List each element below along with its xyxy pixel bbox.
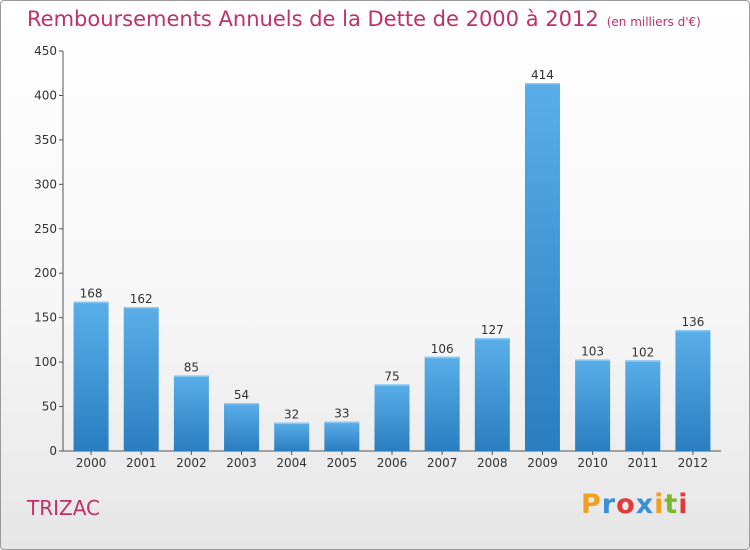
bar-top-edge [625,360,661,362]
data-label: 414 [531,68,554,82]
y-tick-label: 350 [34,133,57,147]
logo-letter: o [616,489,636,520]
y-tick-label: 400 [34,88,57,102]
bar-top-edge [424,356,460,359]
bar-layer: 168 162 85 54 32 33 75 106 127 414 103 102 136 [73,68,711,451]
bar [374,384,410,451]
bar-top-edge [73,301,109,304]
bar-top-edge [575,359,611,361]
commune-name: TRIZAC [27,496,101,520]
logo-letter: r [601,489,617,520]
x-tick-label: 2000 [76,456,107,470]
chart-title: Remboursements Annuels de la Dette de 20… [27,7,701,31]
bar [625,360,661,451]
x-tick-label: 2007 [427,456,458,470]
bar [675,330,711,451]
bar-top-edge [474,338,510,340]
x-tick-label: 2006 [377,456,408,470]
title-unit: (en milliers d'€) [606,15,701,29]
y-tick-label: 200 [34,266,57,280]
proxiti-logo: Proxiti [581,489,691,523]
bar [424,356,460,451]
y-tick-label: 250 [34,222,57,236]
data-label: 103 [581,344,604,358]
data-label: 162 [130,292,153,306]
bar [274,422,310,451]
x-tick-label: 2008 [477,456,508,470]
y-tick-label: 150 [34,311,57,325]
y-tick-label: 0 [49,444,57,458]
title-text: Remboursements Annuels de la Dette de 20… [27,7,599,31]
bar [324,421,360,451]
bar [173,375,209,451]
x-tick-label: 2009 [527,456,558,470]
x-tick-label: 2010 [577,456,608,470]
bar [474,338,510,451]
bar [524,83,560,451]
data-label: 54 [234,388,249,402]
logo-text: Proxiti [581,489,689,520]
bar-top-edge [274,422,310,425]
data-label: 32 [284,408,299,422]
data-label: 33 [334,407,349,421]
data-label: 127 [481,323,504,337]
x-tick-label: 2005 [327,456,358,470]
bar [73,301,109,451]
data-label: 85 [184,360,199,374]
y-tick-label: 450 [34,44,57,58]
logo-letter: P [581,489,602,520]
data-label: 75 [384,369,399,383]
data-label: 106 [431,342,454,356]
data-label: 102 [631,345,654,359]
logo-letter: i [678,489,689,520]
x-tick-label: 2011 [627,456,658,470]
bar-top-edge [524,83,560,85]
bar [575,359,611,451]
data-label: 168 [80,287,103,301]
bar [224,403,260,451]
logo-letter: i [654,489,665,520]
x-tick-label: 2003 [226,456,257,470]
bar [123,307,159,451]
data-label: 136 [681,315,704,329]
x-tick-label: 2002 [176,456,207,470]
bar-top-edge [224,403,260,405]
bar-top-edge [173,375,209,377]
bar-top-edge [675,330,711,332]
y-tick-label: 300 [34,177,57,191]
bar-top-edge [123,307,159,309]
bar-top-edge [374,384,410,386]
x-tick-label: 2001 [126,456,157,470]
axis-layer: 0 50 100 150 200 250 300 350 400 450 2000 2001 2002 2… [34,44,721,470]
x-tick-label: 2004 [276,456,307,470]
y-tick-label: 50 [42,400,57,414]
x-tick-label: 2012 [678,456,709,470]
y-tick-label: 100 [34,355,57,369]
bar-top-edge [324,421,360,424]
logo-letter: t [664,489,679,520]
logo-letter: x [635,489,655,520]
